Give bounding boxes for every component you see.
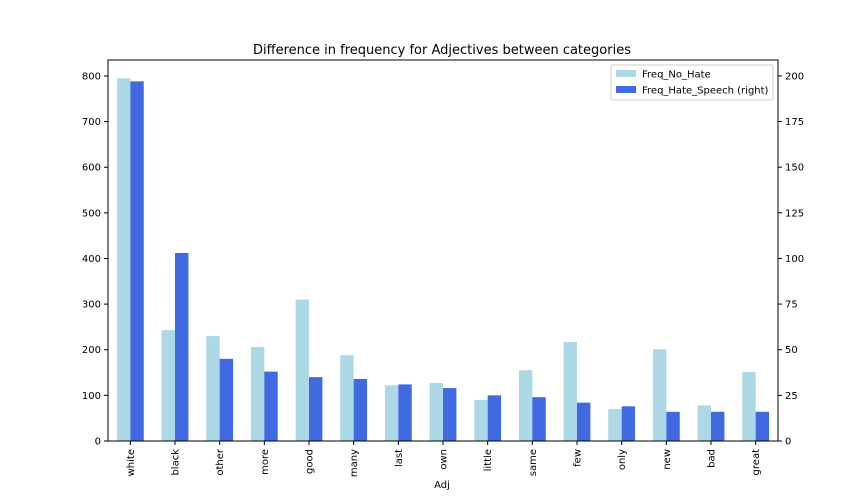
y-right-tick-label: 150 — [785, 163, 804, 174]
bar-no-hate-last — [384, 385, 399, 441]
x-tick-label-same: same — [528, 449, 539, 476]
y-right-tick-label: 50 — [785, 345, 798, 356]
bar-no-hate-only — [608, 409, 622, 441]
x-tick-label-new: new — [662, 449, 673, 470]
y-left-tick-label: 600 — [82, 163, 101, 174]
x-tick-label-few: few — [573, 449, 584, 467]
bar-no-hate-few — [563, 341, 577, 441]
y-right-tick-label: 200 — [785, 71, 804, 82]
bar-hate-speech-only — [621, 406, 636, 441]
legend-box — [610, 64, 774, 101]
bar-hate-speech-last — [398, 384, 412, 441]
bar-hate-speech-great — [755, 411, 770, 441]
y-right-tick-label: 75 — [785, 300, 798, 311]
y-left-tick-label: 700 — [82, 117, 101, 128]
bar-hate-speech-good — [309, 377, 323, 441]
bar-hate-speech-same — [532, 397, 546, 441]
bar-hate-speech-little — [487, 395, 502, 441]
bar-no-hate-other — [206, 336, 220, 441]
bar-no-hate-black — [161, 330, 175, 441]
y-left-tick-label: 500 — [82, 208, 101, 219]
x-tick-label-own: own — [439, 449, 450, 470]
x-tick-label-only: only — [617, 449, 628, 470]
bar-no-hate-great — [742, 372, 756, 441]
x-tick-label-great: great — [751, 449, 762, 476]
x-tick-label-good: good — [305, 449, 316, 474]
y-left-tick-label: 0 — [95, 437, 101, 448]
bar-hate-speech-bad — [711, 411, 725, 441]
y-left-tick-label: 200 — [82, 345, 101, 356]
x-tick-label-black: black — [171, 449, 182, 476]
bar-no-hate-new — [652, 349, 667, 441]
chart-title: Difference in frequency for Adjectives b… — [253, 43, 631, 58]
legend-swatch-1 — [616, 86, 636, 93]
x-tick-label-last: last — [394, 449, 405, 467]
bar-no-hate-many — [340, 355, 354, 441]
x-tick-label-other: other — [215, 448, 226, 476]
x-tick-label-more: more — [260, 449, 271, 475]
bar-no-hate-white — [116, 78, 131, 441]
bar-no-hate-little — [474, 399, 488, 441]
bar-hate-speech-white — [130, 81, 144, 441]
y-left-tick-label: 400 — [82, 254, 101, 265]
y-right-tick-label: 100 — [785, 254, 804, 265]
bar-no-hate-same — [518, 370, 533, 441]
bar-no-hate-more — [250, 347, 265, 441]
legend-swatch-0 — [616, 70, 636, 77]
y-right-tick-label: 125 — [785, 208, 804, 219]
y-right-tick-label: 175 — [785, 117, 804, 128]
y-right-tick-label: 0 — [785, 437, 791, 448]
y-left-tick-label: 800 — [82, 71, 101, 82]
bar-hate-speech-black — [175, 252, 189, 441]
bar-hate-speech-own — [443, 388, 457, 441]
x-tick-label-many: many — [349, 449, 360, 477]
bar-hate-speech-new — [666, 411, 680, 441]
x-tick-label-bad: bad — [707, 449, 718, 468]
x-tick-label-white: white — [126, 449, 137, 476]
x-axis-label: Adj — [434, 480, 450, 491]
bar-hate-speech-many — [353, 378, 368, 441]
bar-no-hate-good — [295, 299, 309, 441]
bar-hate-speech-few — [577, 402, 591, 441]
x-tick-label-little: little — [483, 449, 494, 471]
bar-hate-speech-other — [219, 358, 234, 441]
bar-hate-speech-more — [264, 371, 278, 441]
legend-label-1: Freq_Hate_Speech (right) — [642, 86, 769, 97]
y-right-tick-label: 25 — [785, 391, 798, 402]
bar-no-hate-own — [429, 383, 443, 441]
y-left-tick-label: 100 — [82, 391, 101, 402]
legend-label-0: Freq_No_Hate — [642, 70, 711, 81]
plot-area: 0 100 200 300 400 500 600 700 800 0 25 50 75 100 125 15… — [82, 59, 804, 477]
bar-no-hate-bad — [697, 405, 711, 441]
y-left-tick-label: 300 — [82, 300, 101, 311]
